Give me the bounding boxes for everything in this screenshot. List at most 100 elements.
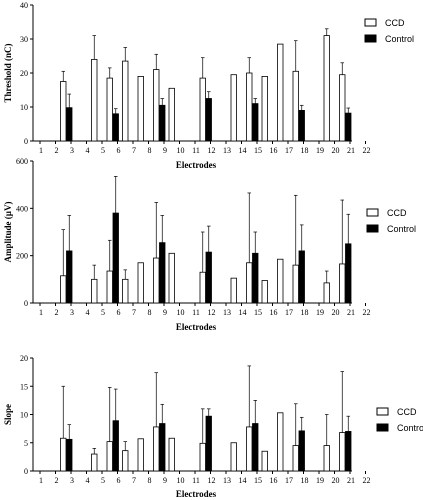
- bar-control-21: [345, 112, 352, 142]
- bar-ccd-15: [246, 426, 253, 472]
- legend-label-control: Control: [385, 34, 414, 44]
- bar-ccd-16: [261, 280, 268, 304]
- bar-ccd-5: [91, 453, 98, 472]
- bar-ccd-9: [153, 257, 160, 304]
- x-tick-label: 3: [70, 476, 74, 485]
- x-tick-label: 19: [316, 476, 324, 485]
- bar-ccd-18: [292, 70, 299, 142]
- y-tick-label: 10: [20, 103, 28, 112]
- x-axis-title: Electrodes: [176, 160, 217, 170]
- x-tick-label: 7: [132, 308, 136, 317]
- y-axis-title: Slope: [3, 404, 13, 425]
- x-tick-label: 3: [70, 308, 74, 317]
- bar-control-6: [112, 212, 119, 304]
- y-tick-label: 0: [24, 299, 28, 308]
- x-tick-label: 16: [270, 308, 278, 317]
- bar-control-3: [66, 438, 73, 472]
- bar-ccd-14: [230, 74, 237, 142]
- x-tick-label: 21: [347, 146, 355, 155]
- bar-ccd-18: [292, 445, 299, 472]
- legend-swatch-ccd: [364, 18, 377, 27]
- x-tick-label: 12: [208, 476, 216, 485]
- x-tick-label: 5: [101, 476, 105, 485]
- bar-ccd-7: [122, 450, 129, 472]
- x-tick-label: 22: [363, 308, 371, 317]
- bar-control-6: [112, 113, 119, 142]
- legend-label-ccd: CCD: [385, 18, 405, 28]
- bar-ccd-8: [137, 262, 144, 304]
- x-tick-label: 8: [148, 146, 152, 155]
- x-tick-label: 7: [132, 146, 136, 155]
- bar-ccd-8: [137, 438, 144, 472]
- y-axis-title: Threshold (nC): [3, 43, 13, 102]
- x-tick-label: 15: [254, 146, 262, 155]
- bar-ccd-3: [60, 275, 67, 304]
- bar-ccd-15: [246, 262, 253, 304]
- bar-control-12: [205, 251, 212, 304]
- y-axis-title: Amplitude (µV): [3, 202, 13, 263]
- x-tick-label: 8: [148, 308, 152, 317]
- bar-ccd-5: [91, 278, 98, 304]
- x-tick-label: 13: [223, 308, 231, 317]
- bar-control-18: [298, 250, 305, 304]
- bar-ccd-21: [339, 432, 346, 472]
- legend-label-ccd: CCD: [387, 208, 407, 218]
- bar-ccd-20: [323, 282, 330, 304]
- x-tick-label: 6: [117, 146, 121, 155]
- bar-control-9: [159, 423, 166, 472]
- bar-control-18: [298, 110, 305, 142]
- bar-ccd-9: [153, 69, 160, 142]
- x-tick-label: 11: [192, 476, 200, 485]
- x-tick-label: 12: [208, 308, 216, 317]
- x-tick-label: 20: [332, 308, 340, 317]
- x-tick-label: 16: [270, 146, 278, 155]
- x-tick-label: 19: [316, 146, 324, 155]
- x-tick-label: 10: [177, 476, 185, 485]
- x-tick-label: 22: [363, 146, 371, 155]
- x-tick-label: 5: [101, 146, 105, 155]
- bar-ccd-20: [323, 445, 330, 472]
- bar-ccd-12: [199, 77, 206, 142]
- x-tick-label: 11: [192, 308, 200, 317]
- bar-ccd-7: [122, 278, 129, 304]
- x-tick-label: 18: [301, 476, 309, 485]
- bar-ccd-15: [246, 72, 253, 142]
- y-tick-label: 30: [20, 35, 28, 44]
- x-tick-label: 18: [301, 308, 309, 317]
- x-tick-label: 1: [39, 146, 43, 155]
- x-tick-label: 7: [132, 476, 136, 485]
- bar-ccd-3: [60, 81, 67, 142]
- bar-ccd-12: [199, 442, 206, 472]
- x-tick-label: 9: [163, 146, 167, 155]
- y-tick-label: 15: [20, 382, 28, 391]
- bar-control-15: [252, 423, 259, 472]
- x-tick-label: 21: [347, 308, 355, 317]
- x-tick-label: 5: [101, 308, 105, 317]
- x-tick-label: 22: [363, 476, 371, 485]
- bar-ccd-16: [261, 76, 268, 142]
- bar-control-3: [66, 107, 73, 142]
- x-tick-label: 17: [285, 476, 293, 485]
- bar-ccd-12: [199, 271, 206, 304]
- y-tick-label: 400: [16, 204, 28, 213]
- x-tick-label: 15: [254, 476, 262, 485]
- bar-ccd-6: [106, 270, 113, 304]
- x-tick-label: 10: [177, 146, 185, 155]
- bar-ccd-21: [339, 74, 346, 142]
- legend-label-control: Control: [397, 423, 423, 433]
- x-tick-label: 14: [239, 308, 247, 317]
- bar-ccd-9: [153, 426, 160, 472]
- legend-swatch-control: [364, 34, 377, 43]
- y-tick-label: 10: [20, 411, 28, 420]
- x-tick-label: 13: [223, 146, 231, 155]
- legend-swatch-control: [376, 423, 389, 432]
- x-tick-label: 14: [239, 476, 247, 485]
- legend-label-control: Control: [387, 224, 416, 234]
- bar-ccd-16: [261, 450, 268, 472]
- legend-label-ccd: CCD: [397, 407, 417, 417]
- bar-control-3: [66, 250, 73, 304]
- x-tick-label: 11: [192, 146, 200, 155]
- bar-control-6: [112, 420, 119, 472]
